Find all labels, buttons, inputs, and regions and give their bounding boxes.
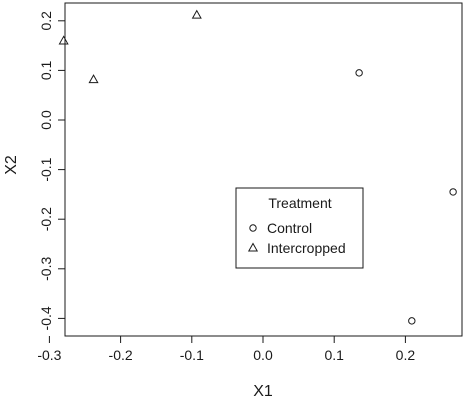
y-tick-label: -0.4 bbox=[38, 306, 54, 330]
x-tick-label: 0.0 bbox=[253, 347, 273, 363]
y-axis: -0.4 -0.3 -0.2 -0.1 0.0 0.1 0.2 bbox=[38, 11, 65, 330]
x-tick-label: -0.3 bbox=[37, 347, 61, 363]
y-axis-title: X2 bbox=[3, 155, 20, 175]
y-tick-label: -0.2 bbox=[38, 207, 54, 231]
y-tick-label: 0.0 bbox=[38, 110, 54, 130]
legend-triangle-icon bbox=[247, 242, 259, 252]
y-tick-label: -0.3 bbox=[38, 257, 54, 281]
x-tick-label: -0.2 bbox=[109, 347, 133, 363]
data-points bbox=[58, 9, 457, 325]
legend-title: Treatment bbox=[268, 195, 331, 211]
legend-label-intercropped: Intercropped bbox=[267, 240, 346, 256]
y-tick-label: 0.2 bbox=[38, 11, 54, 31]
legend-label-control: Control bbox=[267, 220, 312, 236]
plot-frame bbox=[64, 2, 463, 337]
x-tick-label: 0.1 bbox=[324, 347, 344, 363]
legend-box bbox=[235, 187, 364, 269]
x-axis-title: X1 bbox=[253, 383, 273, 400]
intercropped-point bbox=[58, 35, 69, 45]
y-tick-label: -0.1 bbox=[38, 157, 54, 181]
control-point bbox=[408, 317, 416, 325]
x-tick-label: 0.2 bbox=[396, 347, 416, 363]
x-tick-label: -0.1 bbox=[180, 347, 204, 363]
intercropped-point bbox=[88, 74, 99, 84]
x-axis: -0.3 -0.2 -0.1 0.0 0.1 0.2 bbox=[37, 336, 415, 363]
control-point bbox=[355, 69, 363, 77]
intercropped-point bbox=[191, 9, 202, 19]
legend-circle-icon bbox=[249, 224, 257, 232]
control-point bbox=[449, 188, 457, 196]
legend: Treatment Control Intercropped bbox=[235, 187, 364, 269]
y-tick-label: 0.1 bbox=[38, 60, 54, 80]
